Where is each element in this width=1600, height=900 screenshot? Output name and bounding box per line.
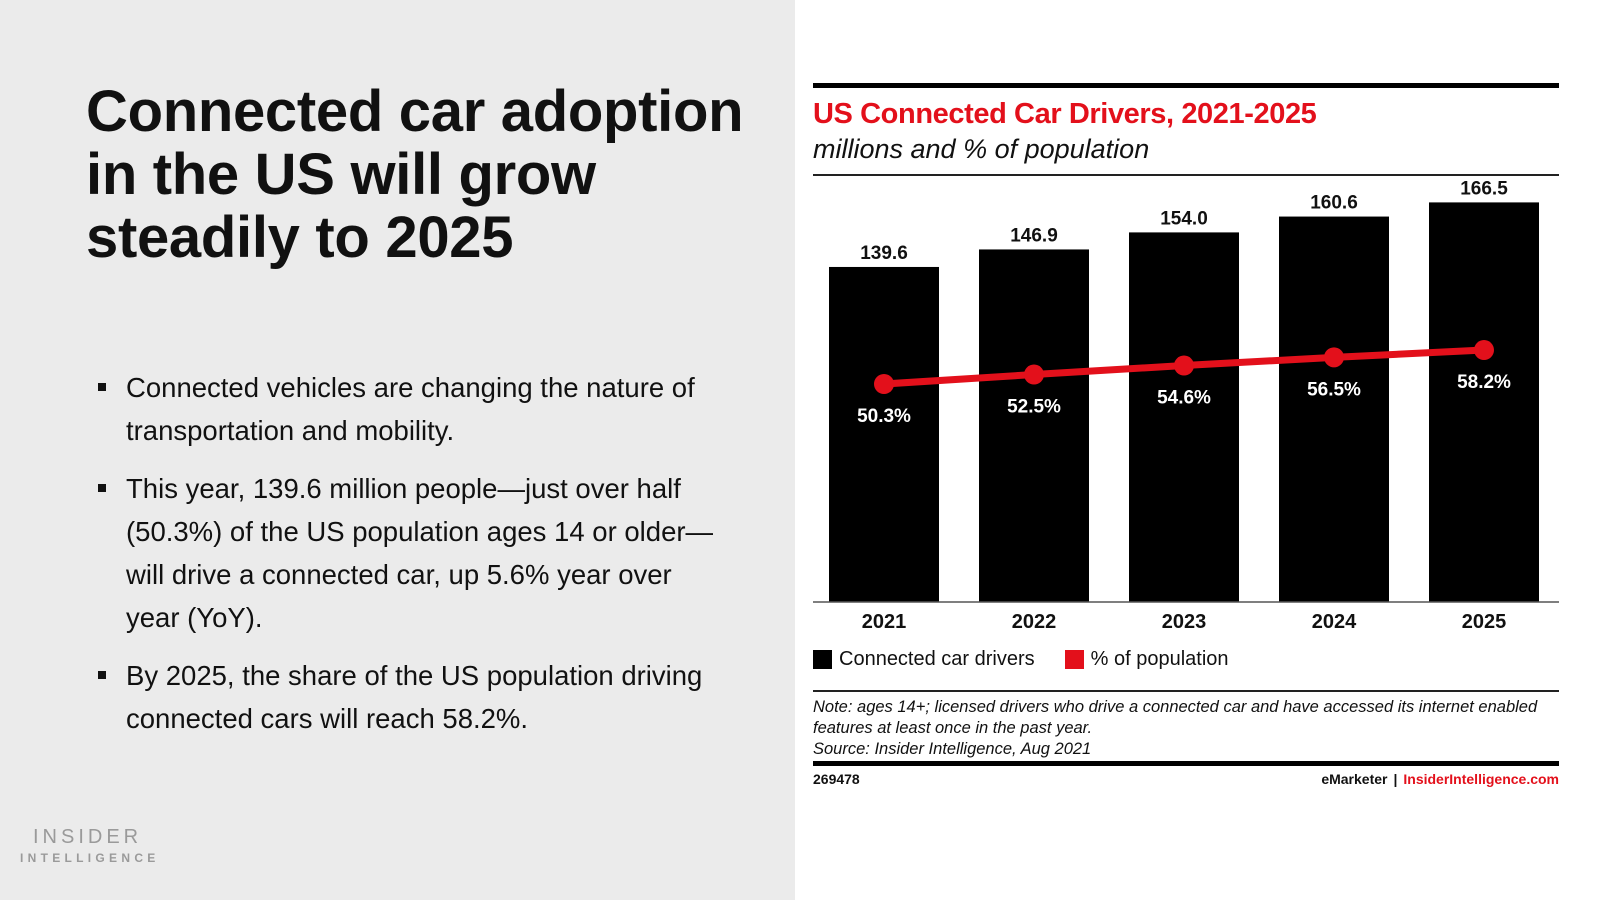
insider-intelligence-link[interactable]: InsiderIntelligence.com — [1403, 771, 1559, 787]
bar-value-label: 166.5 — [1460, 178, 1508, 199]
bullet-item: This year, 139.6 million people—just ove… — [98, 467, 718, 639]
bars-layer — [829, 202, 1539, 602]
chart-legend: Connected car drivers % of population — [813, 648, 1259, 671]
chart-plot-area: 139.6 146.9 154.0 160.6 166.5 50.3% 52.5% 54.6%… — [813, 178, 1559, 633]
x-tick-label: 2023 — [1162, 611, 1207, 633]
bar-value-label: 146.9 — [1010, 225, 1058, 246]
population-value-label: 58.2% — [1457, 372, 1511, 393]
chart-subtitle: millions and % of population — [813, 134, 1150, 164]
slide-headline: Connected car adoption in the US will gr… — [86, 79, 744, 270]
legend-swatch-red-icon — [1064, 650, 1084, 669]
x-tick-label: 2021 — [862, 611, 907, 633]
legend-label: Connected car drivers — [839, 648, 1035, 670]
bar-2022 — [979, 249, 1089, 602]
legend-item-drivers: Connected car drivers — [813, 648, 1035, 671]
bullet-text: By 2025, the share of the US population … — [126, 660, 703, 734]
chart-note: Note: ages 14+; licensed drivers who dri… — [813, 697, 1559, 760]
bar-2024 — [1279, 216, 1389, 602]
chart-id: 269478 — [813, 771, 860, 787]
x-tick-label: 2022 — [1012, 611, 1057, 633]
bar-value-label: 160.6 — [1310, 193, 1358, 214]
population-point-2022 — [1024, 364, 1044, 385]
bar-2025 — [1429, 202, 1539, 602]
bullet-item: Connected vehicles are changing the natu… — [98, 366, 718, 452]
line-layer — [874, 340, 1494, 394]
population-value-label: 56.5% — [1307, 379, 1361, 400]
footer-separator: | — [1393, 771, 1398, 787]
bullet-square-icon — [98, 383, 106, 391]
population-value-label: 52.5% — [1007, 397, 1061, 418]
bullet-text: Connected vehicles are changing the natu… — [126, 372, 695, 446]
population-value-label: 50.3% — [857, 406, 911, 427]
population-point-2023 — [1174, 355, 1194, 376]
bullet-list: Connected vehicles are changing the natu… — [98, 366, 718, 755]
population-point-2024 — [1324, 347, 1344, 368]
left-panel: Connected car adoption in the US will gr… — [0, 0, 795, 900]
bullet-square-icon — [98, 484, 106, 492]
labels-layer: 139.6 146.9 154.0 160.6 166.5 50.3% 52.5% 54.6%… — [857, 178, 1511, 427]
bar-value-label: 139.6 — [860, 243, 908, 264]
subtitle-rule — [813, 174, 1559, 176]
x-tick-label: 2024 — [1312, 611, 1357, 633]
emarketer-brand: eMarketer — [1321, 771, 1388, 787]
logo-line-1: INSIDER — [33, 826, 143, 848]
legend-item-population: % of population — [1064, 648, 1229, 671]
population-value-label: 54.6% — [1157, 388, 1211, 409]
footer-rule — [813, 761, 1559, 766]
legend-label: % of population — [1090, 648, 1229, 670]
bar-2023 — [1129, 232, 1239, 602]
chart-header: US Connected Car Drivers, 2021-2025 mill… — [813, 83, 1559, 176]
x-tick-labels: 2021 2022 2023 2024 2025 — [862, 611, 1507, 633]
note-rule — [813, 690, 1559, 692]
bullet-text: This year, 139.6 million people—just ove… — [126, 473, 714, 633]
footer-brand: eMarketer | InsiderIntelligence.com — [1321, 771, 1559, 787]
insider-intelligence-logo: INSIDER INTELLIGENCE — [20, 826, 160, 866]
top-rule — [813, 83, 1559, 88]
population-point-2021 — [874, 374, 894, 394]
bar-2021 — [829, 266, 939, 602]
source-text: Source: Insider Intelligence, Aug 2021 — [813, 740, 1092, 758]
bar-value-label: 154.0 — [1160, 208, 1208, 229]
x-tick-label: 2025 — [1462, 611, 1507, 633]
legend-swatch-black-icon — [813, 650, 832, 669]
bullet-square-icon — [98, 671, 106, 679]
bullet-item: By 2025, the share of the US population … — [98, 654, 718, 740]
chart-title: US Connected Car Drivers, 2021-2025 — [813, 98, 1317, 130]
population-point-2025 — [1474, 340, 1494, 361]
note-text: Note: ages 14+; licensed drivers who dri… — [813, 698, 1538, 737]
logo-line-2: INTELLIGENCE — [20, 851, 160, 865]
